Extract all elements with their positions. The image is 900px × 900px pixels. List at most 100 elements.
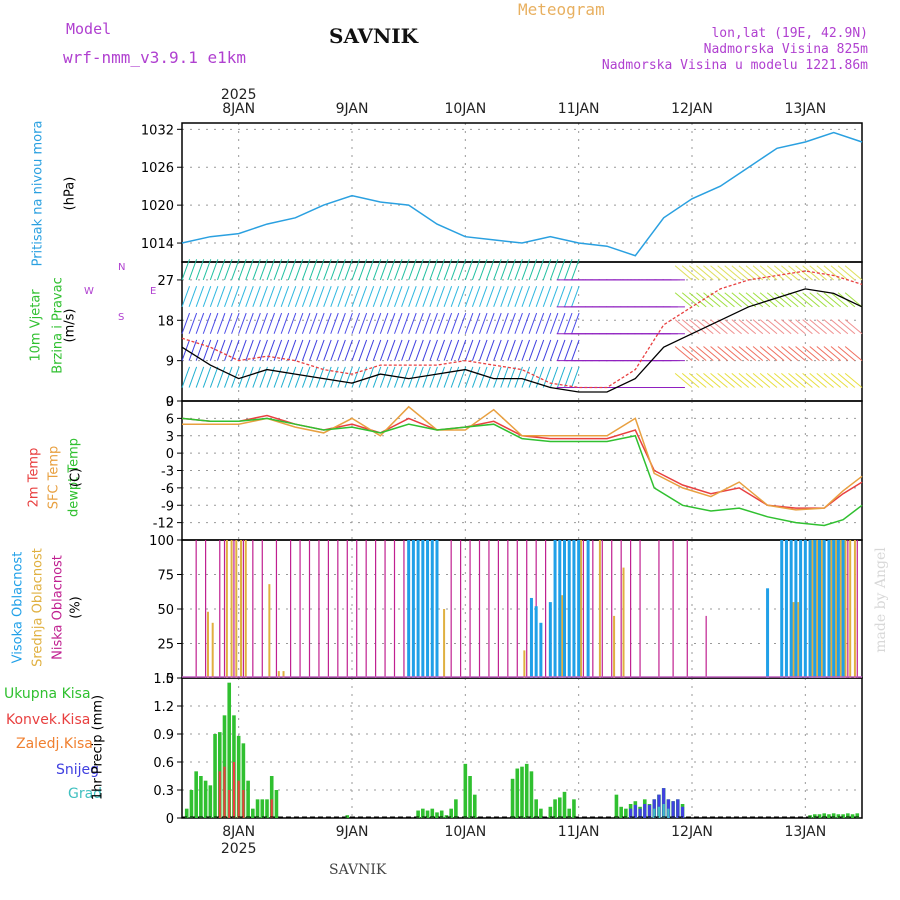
wind-barb [556, 312, 566, 334]
compass-icon: N S W E [84, 258, 156, 328]
y-tick-label: 0 [166, 447, 174, 462]
wind-barb [273, 259, 283, 281]
year-label: 2025 [221, 841, 257, 857]
wind-barb [500, 259, 509, 281]
wind-barb [514, 366, 523, 388]
high-cloud-bar [563, 540, 566, 678]
rain-bars [184, 682, 860, 818]
wind-barb [386, 312, 396, 334]
day-label: 11JAN [558, 824, 600, 840]
day-label: 10JAN [444, 101, 486, 117]
y-tick-label: -12 [153, 517, 174, 532]
rain-bar [846, 813, 850, 818]
wind-barb [188, 366, 198, 388]
wind-barb [323, 312, 332, 334]
low-cloud-bar [346, 540, 348, 678]
wind-barb [443, 339, 453, 361]
wind-barb [717, 373, 735, 388]
wind-barb [231, 312, 240, 334]
wind-barb [724, 373, 742, 388]
wind-barb [571, 259, 580, 281]
rain-bar [269, 776, 274, 818]
mid-cloud-bar [839, 540, 842, 678]
low-cloud-bar [639, 540, 641, 678]
wind-barb [457, 312, 467, 334]
rain-bar [439, 810, 444, 818]
wind-barb [188, 312, 198, 334]
mid-cloud-bar [792, 602, 795, 678]
top-date-axis: 8JAN 9JAN 10JAN 11JAN 12JAN 13JAN 2025 [221, 87, 826, 117]
graupel-bar [662, 804, 665, 818]
rain-bar [827, 814, 831, 818]
wind-barb [372, 259, 382, 281]
rain-bar [850, 814, 855, 818]
low-cloud-bar [242, 540, 244, 678]
wind-barb [830, 319, 849, 335]
wind-barb [752, 373, 771, 388]
wind-barb [436, 259, 445, 281]
wind-barb [266, 259, 275, 281]
wind-barb [830, 292, 849, 308]
low-cloud-bar [672, 540, 674, 678]
wind-barb [309, 259, 318, 281]
mid-cloud-bar [844, 540, 847, 678]
rain-bar [831, 813, 836, 818]
y-tick-label: 1014 [141, 237, 174, 252]
snow-bar [657, 794, 661, 818]
wind-barb [681, 265, 700, 281]
wind-barb [422, 259, 431, 281]
wind-barb [773, 346, 792, 362]
rain-bar [425, 810, 430, 818]
wind-barb [766, 373, 785, 388]
wind-barb [521, 312, 530, 334]
wind-barb [337, 312, 346, 334]
wind-barb [681, 373, 700, 388]
y-tick-label: 0.6 [153, 756, 174, 771]
wind-barb [245, 366, 254, 388]
panel-frame [181, 122, 863, 263]
model-elevation-text: Nadmorska Visina u modelu 1221.86m [601, 58, 868, 73]
snow-bar [638, 808, 642, 818]
snow-bar [629, 808, 633, 818]
rain-bar [836, 814, 841, 818]
low-cloud-bar [460, 540, 462, 678]
day-label: 13JAN [784, 101, 826, 117]
wind-barb [710, 346, 728, 362]
wind-barb [844, 319, 863, 335]
wind-barb [316, 366, 325, 388]
wind-barb [745, 373, 764, 388]
wind-barb [528, 312, 538, 334]
rain-bar [548, 806, 553, 818]
wind-barb [238, 259, 247, 281]
wind-barb [224, 366, 233, 388]
wind-barb [717, 319, 735, 335]
wind-barb [401, 285, 410, 308]
high-cloud-bar [529, 597, 533, 678]
wind-barb [738, 265, 757, 281]
wind-barb [738, 319, 757, 335]
wind-barb [809, 346, 827, 362]
wind-barb [464, 259, 474, 281]
wind-barb [816, 373, 834, 388]
wind-barb [209, 285, 219, 308]
rain-bar [539, 808, 543, 818]
wind-barb [514, 259, 523, 281]
panel-3: -12 -9 -6 -3 0 3 6 9 [153, 395, 863, 541]
rain-bar [557, 797, 562, 818]
snow-bar [643, 804, 647, 818]
y-tick-label: 6 [166, 412, 174, 427]
rain-bar [246, 780, 250, 818]
wind-barb [202, 366, 212, 388]
wind-barb [316, 259, 325, 281]
wind-barb [443, 312, 453, 334]
wind-barb [486, 259, 495, 281]
wind-barb [252, 285, 261, 308]
wind-barb [408, 339, 417, 361]
wind-barb [752, 292, 771, 308]
snow-bar [633, 804, 637, 818]
wind-barb [287, 259, 297, 281]
conv-rain-bars [218, 762, 273, 818]
wind-barb [500, 312, 509, 334]
wind-barb [471, 285, 481, 308]
snow-bar [662, 788, 666, 818]
